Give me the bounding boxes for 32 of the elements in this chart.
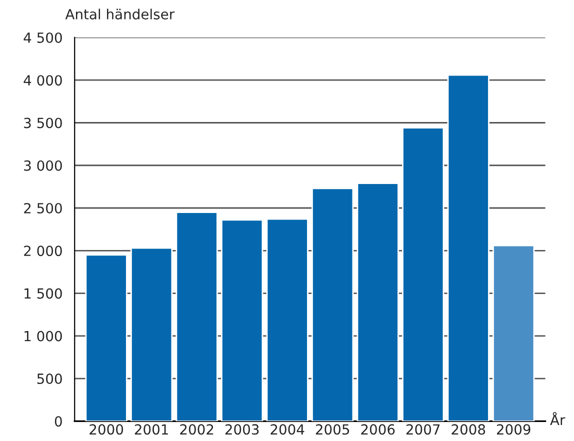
x-tick-label: 2002	[180, 424, 214, 435]
y-axis-title: Antal händelser	[65, 8, 175, 20]
x-tick-label: 2008	[452, 424, 486, 435]
x-tick-label: 2009	[496, 424, 530, 435]
x-tick-label: 2005	[316, 424, 350, 435]
bar	[221, 219, 264, 422]
bar	[85, 254, 128, 422]
y-tick-label: 3 000	[24, 160, 62, 171]
y-tick-label: 4 000	[24, 75, 62, 86]
y-tick-label: 3 500	[24, 118, 62, 128]
bar	[356, 182, 399, 422]
x-tick-label: 2004	[270, 424, 304, 435]
x-tick-label: 2000	[90, 424, 124, 435]
x-tick-label: 2007	[406, 424, 440, 435]
x-tick-label: 2006	[361, 424, 395, 435]
y-tick-label: 1 000	[24, 330, 62, 342]
x-tick-label: 2001	[134, 424, 168, 435]
bar	[176, 212, 218, 422]
bar	[447, 74, 490, 422]
x-tick-label: 2003	[225, 424, 259, 435]
y-tick-label: 1 500	[24, 288, 62, 299]
y-tick-label: 0	[54, 416, 62, 427]
y-tick-label: 2 500	[24, 202, 62, 214]
bar	[402, 127, 444, 422]
bar	[312, 188, 354, 422]
y-tick-label: 500	[37, 373, 62, 384]
bar	[492, 244, 535, 422]
bar	[266, 218, 308, 422]
bar	[130, 247, 173, 422]
x-axis-title: År	[550, 412, 566, 425]
y-tick-label: 4 500	[24, 32, 62, 43]
y-tick-label: 2 000	[24, 246, 62, 256]
